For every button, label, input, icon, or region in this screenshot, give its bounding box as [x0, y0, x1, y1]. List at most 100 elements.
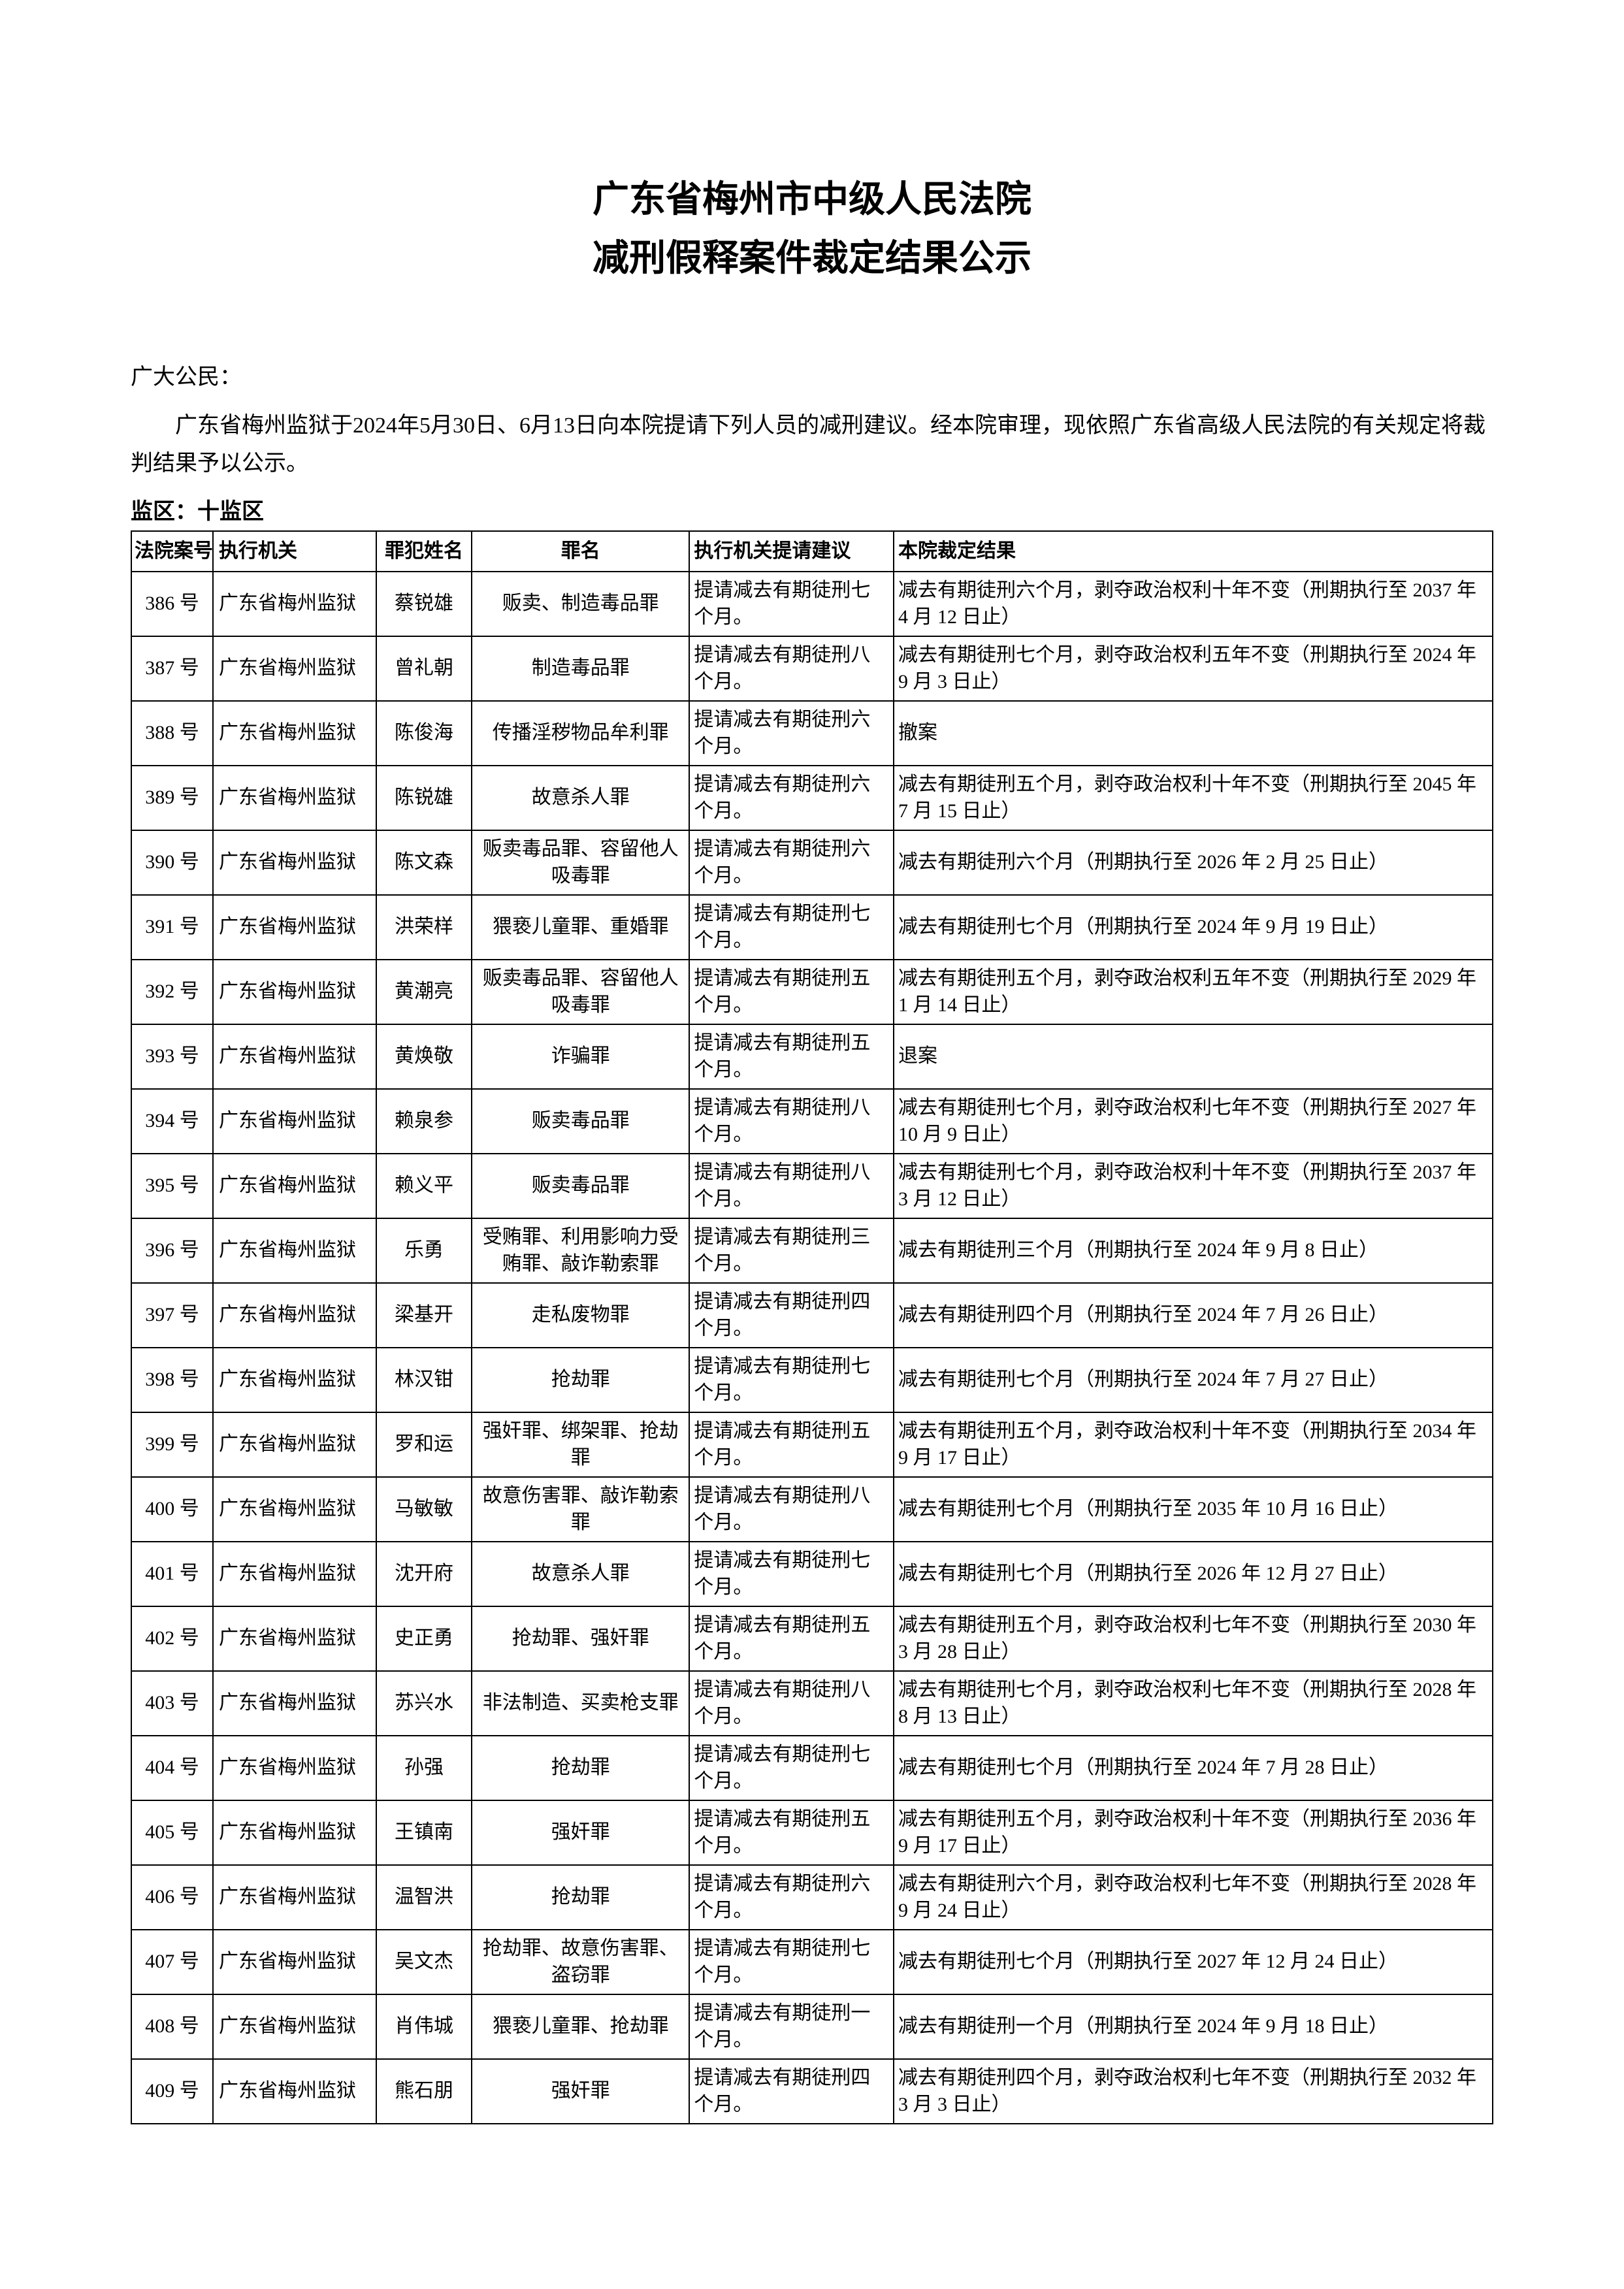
- cell-agency: 广东省梅州监狱: [213, 1283, 376, 1348]
- cell-name: 陈锐雄: [376, 766, 472, 830]
- intro-body: 广东省梅州监狱于2024年5月30日、6月13日向本院提请下列人员的减刑建议。经…: [131, 407, 1493, 483]
- cell-name: 吴文杰: [376, 1930, 472, 1994]
- table-row: 401 号广东省梅州监狱沈开府故意杀人罪提请减去有期徒刑七个月。减去有期徒刑七个…: [131, 1542, 1493, 1606]
- cell-suggest: 提请减去有期徒刑七个月。: [689, 572, 894, 636]
- cell-crime: 强奸罪: [472, 1800, 689, 1865]
- cell-crime: 猥亵儿童罪、重婚罪: [472, 895, 689, 960]
- cell-ruling: 减去有期徒刑五个月，剥夺政治权利五年不变（刑期执行至 2029 年 1 月 14…: [894, 960, 1493, 1024]
- table-row: 405 号广东省梅州监狱王镇南强奸罪提请减去有期徒刑五个月。减去有期徒刑五个月，…: [131, 1800, 1493, 1865]
- cell-case-no: 395 号: [131, 1154, 213, 1218]
- cell-name: 王镇南: [376, 1800, 472, 1865]
- cell-crime: 抢劫罪、强奸罪: [472, 1606, 689, 1671]
- cell-agency: 广东省梅州监狱: [213, 1348, 376, 1412]
- cell-suggest: 提请减去有期徒刑四个月。: [689, 2059, 894, 2124]
- cell-crime: 抢劫罪: [472, 1348, 689, 1412]
- cell-crime: 故意伤害罪、敲诈勒索罪: [472, 1477, 689, 1542]
- cell-name: 洪荣样: [376, 895, 472, 960]
- cell-case-no: 393 号: [131, 1024, 213, 1089]
- cell-suggest: 提请减去有期徒刑七个月。: [689, 1736, 894, 1800]
- cell-crime: 抢劫罪: [472, 1865, 689, 1930]
- cell-suggest: 提请减去有期徒刑一个月。: [689, 1994, 894, 2059]
- cell-name: 温智洪: [376, 1865, 472, 1930]
- cell-ruling: 减去有期徒刑四个月，剥夺政治权利七年不变（刑期执行至 2032 年 3 月 3 …: [894, 2059, 1493, 2124]
- district-label: 监区：十监区: [131, 493, 1493, 525]
- table-row: 387 号广东省梅州监狱曾礼朝制造毒品罪提请减去有期徒刑八个月。减去有期徒刑七个…: [131, 636, 1493, 701]
- cell-suggest: 提请减去有期徒刑七个月。: [689, 895, 894, 960]
- cell-case-no: 403 号: [131, 1671, 213, 1736]
- cell-name: 林汉钳: [376, 1348, 472, 1412]
- cell-ruling: 减去有期徒刑五个月，剥夺政治权利七年不变（刑期执行至 2030 年 3 月 28…: [894, 1606, 1493, 1671]
- cell-crime: 贩卖毒品罪: [472, 1154, 689, 1218]
- cell-agency: 广东省梅州监狱: [213, 1800, 376, 1865]
- cell-crime: 抢劫罪、故意伤害罪、盗窃罪: [472, 1930, 689, 1994]
- cell-suggest: 提请减去有期徒刑七个月。: [689, 1930, 894, 1994]
- cell-case-no: 402 号: [131, 1606, 213, 1671]
- cell-ruling: 减去有期徒刑七个月（刑期执行至 2024 年 7 月 28 日止）: [894, 1736, 1493, 1800]
- cell-agency: 广东省梅州监狱: [213, 1606, 376, 1671]
- cell-case-no: 408 号: [131, 1994, 213, 2059]
- cell-ruling: 撤案: [894, 701, 1493, 766]
- cell-name: 陈文森: [376, 830, 472, 895]
- th-ruling: 本院裁定结果: [894, 531, 1493, 572]
- cell-name: 黄潮亮: [376, 960, 472, 1024]
- cell-case-no: 400 号: [131, 1477, 213, 1542]
- table-row: 389 号广东省梅州监狱陈锐雄故意杀人罪提请减去有期徒刑六个月。减去有期徒刑五个…: [131, 766, 1493, 830]
- cell-agency: 广东省梅州监狱: [213, 1477, 376, 1542]
- cell-agency: 广东省梅州监狱: [213, 830, 376, 895]
- cell-crime: 传播淫秽物品牟利罪: [472, 701, 689, 766]
- cell-ruling: 减去有期徒刑五个月，剥夺政治权利十年不变（刑期执行至 2045 年 7 月 15…: [894, 766, 1493, 830]
- cell-ruling: 减去有期徒刑七个月，剥夺政治权利七年不变（刑期执行至 2028 年 8 月 13…: [894, 1671, 1493, 1736]
- cell-ruling: 减去有期徒刑六个月（刑期执行至 2026 年 2 月 25 日止）: [894, 830, 1493, 895]
- cell-name: 苏兴水: [376, 1671, 472, 1736]
- cell-ruling: 减去有期徒刑五个月，剥夺政治权利十年不变（刑期执行至 2036 年 9 月 17…: [894, 1800, 1493, 1865]
- cell-agency: 广东省梅州监狱: [213, 1865, 376, 1930]
- cell-ruling: 减去有期徒刑七个月（刑期执行至 2024 年 7 月 27 日止）: [894, 1348, 1493, 1412]
- cell-crime: 制造毒品罪: [472, 636, 689, 701]
- cell-case-no: 386 号: [131, 572, 213, 636]
- cell-case-no: 389 号: [131, 766, 213, 830]
- table-row: 393 号广东省梅州监狱黄焕敬诈骗罪提请减去有期徒刑五个月。退案: [131, 1024, 1493, 1089]
- table-row: 390 号广东省梅州监狱陈文森贩卖毒品罪、容留他人吸毒罪提请减去有期徒刑六个月。…: [131, 830, 1493, 895]
- cell-suggest: 提请减去有期徒刑八个月。: [689, 636, 894, 701]
- cell-ruling: 减去有期徒刑六个月，剥夺政治权利七年不变（刑期执行至 2028 年 9 月 24…: [894, 1865, 1493, 1930]
- cell-name: 蔡锐雄: [376, 572, 472, 636]
- cell-name: 沈开府: [376, 1542, 472, 1606]
- table-row: 407 号广东省梅州监狱吴文杰抢劫罪、故意伤害罪、盗窃罪提请减去有期徒刑七个月。…: [131, 1930, 1493, 1994]
- cell-suggest: 提请减去有期徒刑五个月。: [689, 1412, 894, 1477]
- cell-name: 黄焕敬: [376, 1024, 472, 1089]
- cell-ruling: 减去有期徒刑七个月，剥夺政治权利十年不变（刑期执行至 2037 年 3 月 12…: [894, 1154, 1493, 1218]
- cell-name: 陈俊海: [376, 701, 472, 766]
- cell-agency: 广东省梅州监狱: [213, 701, 376, 766]
- cell-suggest: 提请减去有期徒刑四个月。: [689, 1283, 894, 1348]
- cell-ruling: 减去有期徒刑五个月，剥夺政治权利十年不变（刑期执行至 2034 年 9 月 17…: [894, 1412, 1493, 1477]
- cell-case-no: 390 号: [131, 830, 213, 895]
- cell-suggest: 提请减去有期徒刑七个月。: [689, 1348, 894, 1412]
- cell-ruling: 减去有期徒刑七个月（刑期执行至 2024 年 9 月 19 日止）: [894, 895, 1493, 960]
- cell-ruling: 减去有期徒刑四个月（刑期执行至 2024 年 7 月 26 日止）: [894, 1283, 1493, 1348]
- ruling-table: 法院案号 执行机关 罪犯姓名 罪名 执行机关提请建议 本院裁定结果 386 号广…: [131, 530, 1493, 2125]
- cell-case-no: 407 号: [131, 1930, 213, 1994]
- cell-agency: 广东省梅州监狱: [213, 1930, 376, 1994]
- table-row: 406 号广东省梅州监狱温智洪抢劫罪提请减去有期徒刑六个月。减去有期徒刑六个月，…: [131, 1865, 1493, 1930]
- table-row: 404 号广东省梅州监狱孙强抢劫罪提请减去有期徒刑七个月。减去有期徒刑七个月（刑…: [131, 1736, 1493, 1800]
- cell-name: 肖伟城: [376, 1994, 472, 2059]
- cell-crime: 强奸罪、绑架罪、抢劫罪: [472, 1412, 689, 1477]
- table-row: 402 号广东省梅州监狱史正勇抢劫罪、强奸罪提请减去有期徒刑五个月。减去有期徒刑…: [131, 1606, 1493, 1671]
- cell-suggest: 提请减去有期徒刑六个月。: [689, 701, 894, 766]
- th-crime: 罪名: [472, 531, 689, 572]
- cell-crime: 抢劫罪: [472, 1736, 689, 1800]
- cell-case-no: 406 号: [131, 1865, 213, 1930]
- cell-crime: 故意杀人罪: [472, 1542, 689, 1606]
- th-case-no: 法院案号: [131, 531, 213, 572]
- cell-agency: 广东省梅州监狱: [213, 766, 376, 830]
- cell-name: 乐勇: [376, 1218, 472, 1283]
- table-row: 398 号广东省梅州监狱林汉钳抢劫罪提请减去有期徒刑七个月。减去有期徒刑七个月（…: [131, 1348, 1493, 1412]
- cell-agency: 广东省梅州监狱: [213, 1542, 376, 1606]
- cell-case-no: 398 号: [131, 1348, 213, 1412]
- cell-agency: 广东省梅州监狱: [213, 1412, 376, 1477]
- table-row: 394 号广东省梅州监狱赖泉参贩卖毒品罪提请减去有期徒刑八个月。减去有期徒刑七个…: [131, 1089, 1493, 1154]
- cell-suggest: 提请减去有期徒刑八个月。: [689, 1089, 894, 1154]
- cell-name: 梁基开: [376, 1283, 472, 1348]
- cell-suggest: 提请减去有期徒刑六个月。: [689, 766, 894, 830]
- cell-crime: 贩卖毒品罪、容留他人吸毒罪: [472, 960, 689, 1024]
